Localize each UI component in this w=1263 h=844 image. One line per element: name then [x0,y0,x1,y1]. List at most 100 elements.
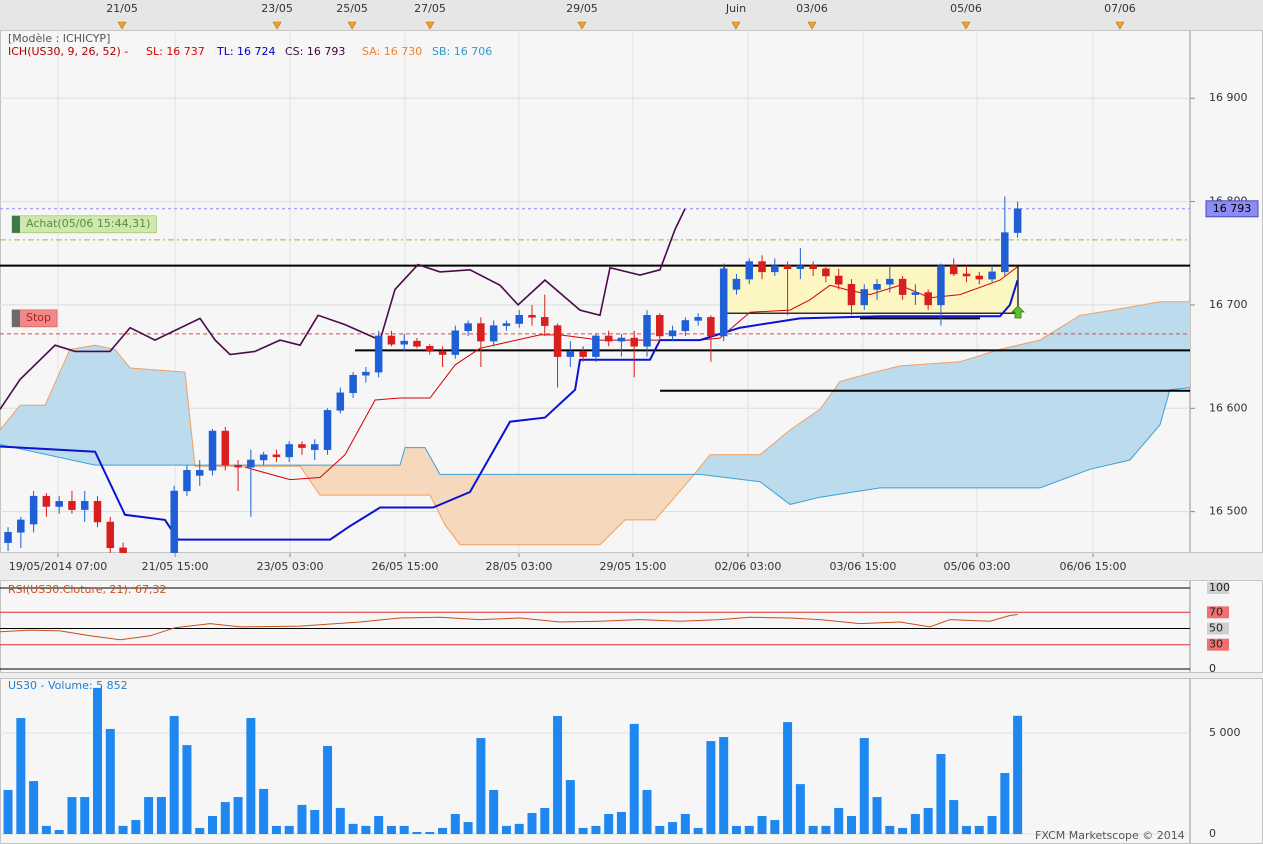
candle-body [771,265,779,273]
volume-bar [1000,772,1010,834]
x-tick-label: 05/06 03:00 [944,560,1011,573]
candle-body [668,330,677,337]
date-marker [347,21,357,30]
volume-bar [246,718,256,834]
y-tick-label: 70 [1209,605,1223,618]
candle-body [298,444,306,448]
volume-bar [335,807,345,834]
y-tick-label: 0 [1209,662,1216,675]
date-label: 27/05 [414,2,446,15]
date-label: 07/06 [1104,2,1136,15]
volume-bar [118,825,128,834]
volume-bar [757,816,767,834]
date-marker [961,21,971,30]
candle-body [962,273,971,277]
volume-bar [604,814,614,834]
volume-bar [987,816,997,834]
legend-item: SL: 16 737 [146,45,205,58]
volume-bar [169,716,179,834]
range-box [723,265,1019,314]
date-strip [0,0,1263,30]
candle-body [822,268,830,277]
x-tick-label: 02/06 03:00 [715,560,782,573]
volume-bar [259,788,269,834]
candle-body [400,340,408,345]
volume-bar [949,800,959,834]
tick-box [1207,582,1229,594]
volume-bar [450,814,460,834]
volume-bar [834,807,844,834]
date-marker [272,21,282,30]
volume-bar [629,723,639,834]
candle-body [119,547,127,553]
candle-body [911,292,920,295]
volume-bar [744,825,754,834]
y-tick-label: 16 900 [1209,91,1248,104]
y-tick-label: 16 700 [1209,298,1248,311]
x-tick-label: 21/05 15:00 [142,560,209,573]
candle-body [259,454,268,461]
candle-body [566,351,575,357]
date-marker [117,21,127,30]
candle-body [809,265,817,270]
candle-body [541,317,549,326]
candle-body [732,278,741,290]
candle-body [387,335,396,345]
senkou-b [0,387,1190,505]
candle-body [426,346,434,352]
volume-bar [668,822,678,834]
date-label: Juin [725,2,746,15]
volume-bar [220,802,230,834]
volume-bar [706,741,716,834]
y-tick-label: 16 600 [1209,401,1248,414]
candle-body [949,265,958,275]
volume-bar [41,825,51,834]
legend-item: SA: 16 730 [362,45,422,58]
candle-body [783,265,792,270]
volume-bar [156,797,166,834]
candle-body [170,490,178,553]
candle-body [451,330,460,355]
volume-bar [974,825,984,834]
volume-panel [0,678,1190,844]
volume-axis [1190,678,1263,844]
volume-bar [233,797,243,834]
y-tick-label: 30 [1209,638,1223,651]
date-marker [1115,21,1125,30]
y-tick-label: 50 [1209,622,1223,635]
date-marker [731,21,741,30]
x-tick-label: 03/06 15:00 [830,560,897,573]
order-label: Achat(05/06 15:44,31) [26,217,150,230]
rsi-panel [0,580,1190,673]
tick-box [1207,606,1229,619]
volume-bar [182,745,192,834]
volume-bar [923,807,933,834]
volume-bar [936,754,946,834]
order-marker [12,309,20,327]
candle-body [234,464,242,468]
volume-bar [783,722,793,834]
candle-body [323,410,332,450]
date-label: 23/05 [261,2,293,15]
senkou-a [0,301,1190,546]
volume-bar [795,784,805,834]
volume-bar [693,827,703,834]
candle-body [80,501,89,510]
volume-bar [655,825,665,834]
candle-body [528,315,536,318]
volume-bar [859,738,869,834]
candle-body [707,317,715,337]
candle-body [55,501,63,507]
candle-body [93,501,102,523]
price-plot [0,30,1190,553]
legend-item: SB: 16 706 [432,45,492,58]
candle-body [579,351,587,357]
rsi-title: RSI(US30.Cloture, 21): 67,32 [8,583,166,596]
volume-bar [821,825,831,834]
candle-body [438,351,447,355]
volume-bar [67,797,77,834]
x-tick-label: 06/06 15:00 [1060,560,1127,573]
footer: FXCM Marketscope © 2014 [1035,829,1185,842]
volume-bar [310,809,320,834]
